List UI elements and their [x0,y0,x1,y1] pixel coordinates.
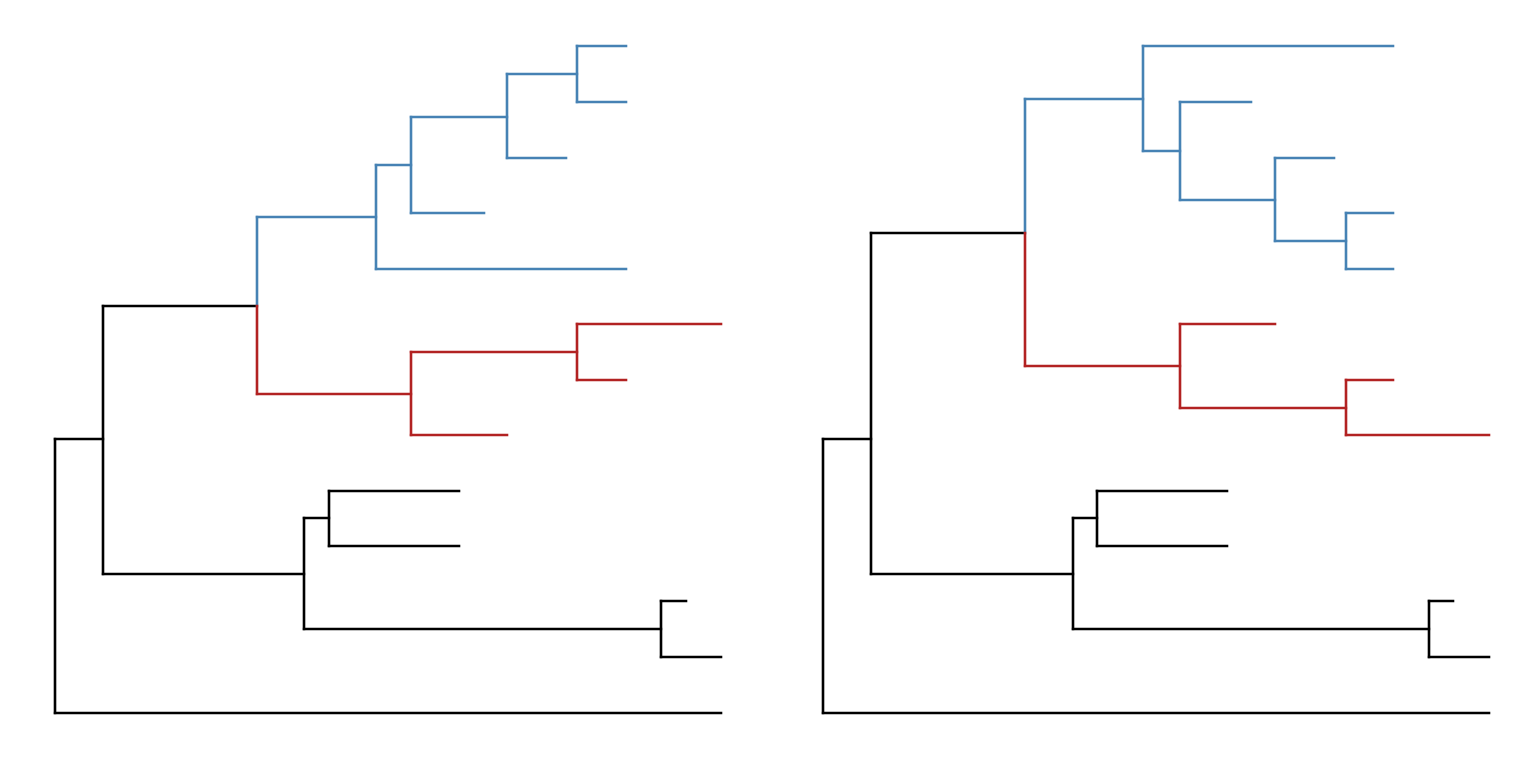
tree-left [53,44,723,715]
tree-right [821,44,1491,715]
